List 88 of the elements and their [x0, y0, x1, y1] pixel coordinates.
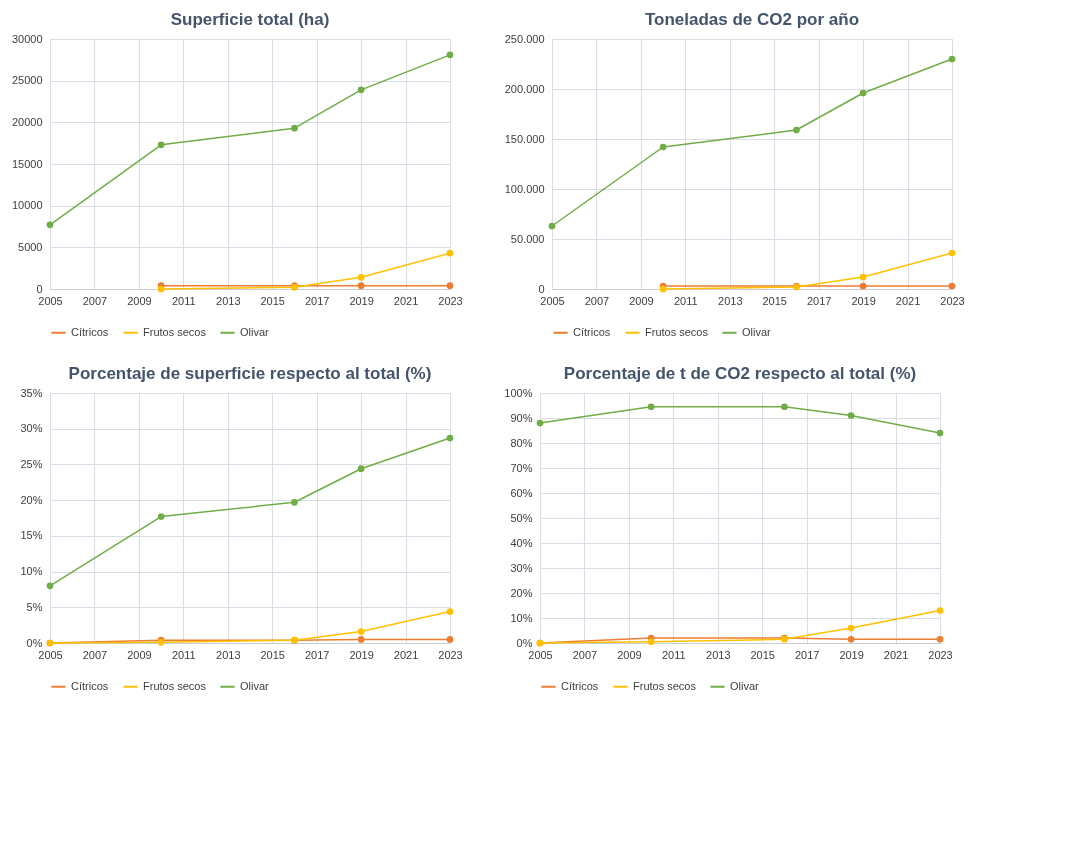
x-tick-label: 2009	[617, 648, 642, 661]
y-tick-label: 50%	[510, 511, 533, 524]
x-tick-label: 2005	[38, 648, 63, 661]
legend-label: Olivar	[240, 325, 270, 338]
y-tick-label: 0%	[516, 636, 533, 649]
y-tick-label: 30%	[20, 422, 43, 435]
x-tick-label: 2017	[304, 294, 330, 307]
y-tick-label: 20000	[11, 115, 43, 128]
x-tick-label: 2021	[883, 648, 909, 661]
x-tick-label: 2021	[393, 648, 419, 661]
legend-label: Frutos secos	[143, 679, 207, 692]
x-tick-label: 2011	[662, 648, 686, 661]
x-tick-label: 2023	[438, 294, 463, 307]
legend-label: Frutos secos	[143, 325, 207, 338]
x-tick-label: 2013	[216, 294, 241, 307]
x-tick-label: 2011	[172, 648, 196, 661]
x-tick-label: 2015	[750, 648, 775, 661]
x-tick-label: 2009	[127, 648, 152, 661]
x-tick-label: 2015	[762, 294, 787, 307]
y-tick-label: 0	[36, 282, 43, 295]
y-tick-label: 25%	[20, 457, 43, 470]
x-tick-label: 2017	[806, 294, 832, 307]
x-tick-label: 2021	[895, 294, 921, 307]
y-tick-label: 15%	[20, 529, 43, 542]
x-tick-label: 2005	[528, 648, 553, 661]
y-tick-label: 5%	[26, 600, 43, 613]
legend-label: Frutos secos	[645, 325, 709, 338]
x-tick-label: 2013	[216, 648, 241, 661]
y-tick-label: 30%	[510, 561, 533, 574]
x-tick-label: 2013	[706, 648, 731, 661]
y-tick-label: 80%	[510, 436, 533, 449]
legend-label: Frutos secos	[633, 679, 697, 692]
x-tick-label: 2007	[82, 294, 108, 307]
chart-title: Porcentaje de superficie respecto al total (%)	[68, 364, 432, 383]
y-tick-label: 200.000	[504, 82, 545, 95]
y-tick-label: 90%	[510, 411, 533, 424]
legend-label: Olivar	[742, 325, 772, 338]
legend-label: Cítricos	[71, 679, 109, 692]
y-tick-label: 50.000	[510, 232, 545, 245]
x-tick-label: 2023	[928, 648, 953, 661]
legend-label: Cítricos	[561, 679, 599, 692]
y-tick-label: 150.000	[504, 132, 545, 145]
chart-title: Toneladas de CO2 por año	[644, 10, 860, 29]
x-tick-label: 2023	[438, 648, 463, 661]
y-tick-label: 0	[538, 282, 545, 295]
x-tick-label: 2007	[572, 648, 598, 661]
chart-title: Porcentaje de t de CO2 respecto al total (%)	[563, 364, 917, 383]
x-tick-label: 2009	[127, 294, 152, 307]
legend-label: Cítricos	[71, 325, 109, 338]
x-tick-label: 2007	[584, 294, 610, 307]
y-tick-label: 250.000	[504, 32, 545, 45]
x-tick-label: 2015	[260, 294, 285, 307]
y-tick-label: 100%	[504, 386, 533, 399]
x-tick-label: 2019	[839, 648, 864, 661]
x-tick-label: 2011	[674, 294, 698, 307]
x-tick-label: 2015	[260, 648, 285, 661]
x-tick-label: 2021	[393, 294, 419, 307]
x-tick-label: 2007	[82, 648, 108, 661]
y-tick-label: 10%	[510, 611, 533, 624]
y-tick-label: 35%	[20, 386, 43, 399]
y-tick-label: 40%	[510, 536, 533, 549]
y-tick-label: 25000	[11, 74, 43, 87]
x-tick-label: 2019	[851, 294, 876, 307]
y-tick-label: 30000	[11, 32, 43, 45]
y-tick-label: 0%	[26, 636, 43, 649]
y-tick-label: 100.000	[504, 182, 545, 195]
chart-title: Superficie total (ha)	[170, 10, 330, 29]
y-tick-label: 60%	[510, 486, 533, 499]
y-tick-label: 70%	[510, 461, 533, 474]
y-tick-label: 15000	[11, 157, 43, 170]
y-tick-label: 20%	[20, 493, 43, 506]
x-tick-label: 2019	[349, 648, 374, 661]
x-tick-label: 2023	[940, 294, 965, 307]
y-tick-label: 20%	[510, 586, 533, 599]
x-tick-label: 2013	[718, 294, 743, 307]
x-tick-label: 2005	[38, 294, 63, 307]
x-tick-label: 2005	[540, 294, 565, 307]
x-tick-label: 2019	[349, 294, 374, 307]
x-tick-label: 2011	[172, 294, 196, 307]
y-tick-label: 10%	[20, 565, 43, 578]
x-tick-label: 2017	[794, 648, 820, 661]
legend-label: Olivar	[730, 679, 760, 692]
y-tick-label: 5000	[18, 240, 43, 253]
y-tick-label: 10000	[11, 199, 43, 212]
x-tick-label: 2009	[629, 294, 654, 307]
legend-label: Olivar	[240, 679, 270, 692]
legend-label: Cítricos	[573, 325, 611, 338]
x-tick-label: 2017	[304, 648, 330, 661]
